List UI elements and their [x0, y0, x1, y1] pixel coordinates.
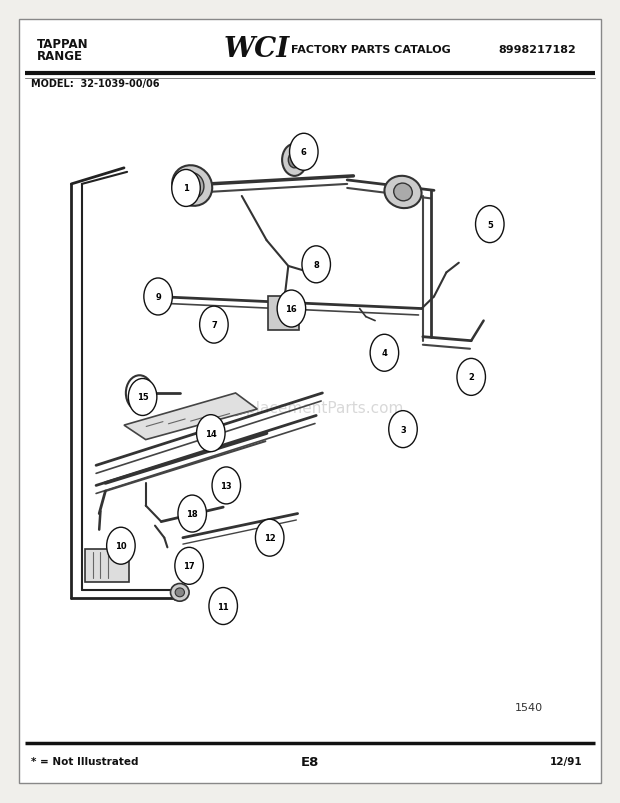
- Circle shape: [401, 418, 415, 437]
- Text: 1540: 1540: [515, 702, 542, 711]
- Circle shape: [197, 415, 225, 452]
- FancyBboxPatch shape: [268, 297, 299, 331]
- Polygon shape: [124, 393, 257, 440]
- Text: * = Not Illustrated: * = Not Illustrated: [31, 756, 138, 766]
- Circle shape: [178, 495, 206, 532]
- Circle shape: [212, 467, 241, 504]
- Ellipse shape: [288, 153, 301, 169]
- FancyBboxPatch shape: [85, 549, 129, 582]
- Circle shape: [476, 206, 504, 243]
- Ellipse shape: [180, 173, 204, 199]
- Circle shape: [107, 528, 135, 565]
- Ellipse shape: [394, 184, 412, 202]
- Text: 14: 14: [205, 429, 216, 438]
- Circle shape: [370, 335, 399, 372]
- Text: 2: 2: [468, 373, 474, 382]
- Text: 17: 17: [184, 561, 195, 571]
- Text: 6: 6: [301, 148, 307, 157]
- Circle shape: [172, 588, 182, 601]
- Circle shape: [128, 379, 157, 416]
- Text: WCI: WCI: [223, 36, 290, 63]
- Text: 15: 15: [137, 393, 148, 402]
- Text: 11: 11: [218, 601, 229, 611]
- Ellipse shape: [282, 145, 307, 177]
- Text: 4: 4: [381, 349, 388, 358]
- Ellipse shape: [170, 584, 189, 601]
- Circle shape: [209, 588, 237, 625]
- Text: eReplacementParts.com: eReplacementParts.com: [217, 401, 403, 415]
- Text: 13: 13: [221, 481, 232, 491]
- Text: 7: 7: [211, 320, 217, 330]
- Text: 5: 5: [487, 220, 493, 230]
- Circle shape: [255, 520, 284, 556]
- Circle shape: [389, 411, 417, 448]
- Circle shape: [290, 134, 318, 171]
- Text: 18: 18: [187, 509, 198, 519]
- Text: 8998217182: 8998217182: [499, 45, 577, 55]
- Ellipse shape: [172, 166, 212, 206]
- Text: FACTORY PARTS CATALOG: FACTORY PARTS CATALOG: [291, 45, 451, 55]
- Text: 12: 12: [264, 533, 275, 543]
- Text: 10: 10: [115, 541, 126, 551]
- Circle shape: [175, 548, 203, 585]
- Circle shape: [457, 359, 485, 396]
- Text: 3: 3: [400, 425, 406, 434]
- Text: 16: 16: [286, 304, 297, 314]
- Circle shape: [277, 291, 306, 328]
- Text: 1: 1: [183, 184, 189, 194]
- Text: E8: E8: [301, 755, 319, 768]
- Circle shape: [126, 376, 153, 411]
- Text: 12/91: 12/91: [550, 756, 583, 766]
- Text: RANGE: RANGE: [37, 50, 83, 63]
- Text: 8: 8: [313, 260, 319, 270]
- Ellipse shape: [384, 177, 422, 209]
- Text: MODEL:  32-1039-00/06: MODEL: 32-1039-00/06: [31, 79, 159, 88]
- Text: 9: 9: [155, 292, 161, 302]
- Circle shape: [172, 170, 200, 207]
- Circle shape: [144, 279, 172, 316]
- Circle shape: [200, 307, 228, 344]
- Circle shape: [302, 247, 330, 283]
- Text: TAPPAN: TAPPAN: [37, 38, 89, 51]
- Ellipse shape: [175, 588, 185, 597]
- Circle shape: [133, 385, 146, 402]
